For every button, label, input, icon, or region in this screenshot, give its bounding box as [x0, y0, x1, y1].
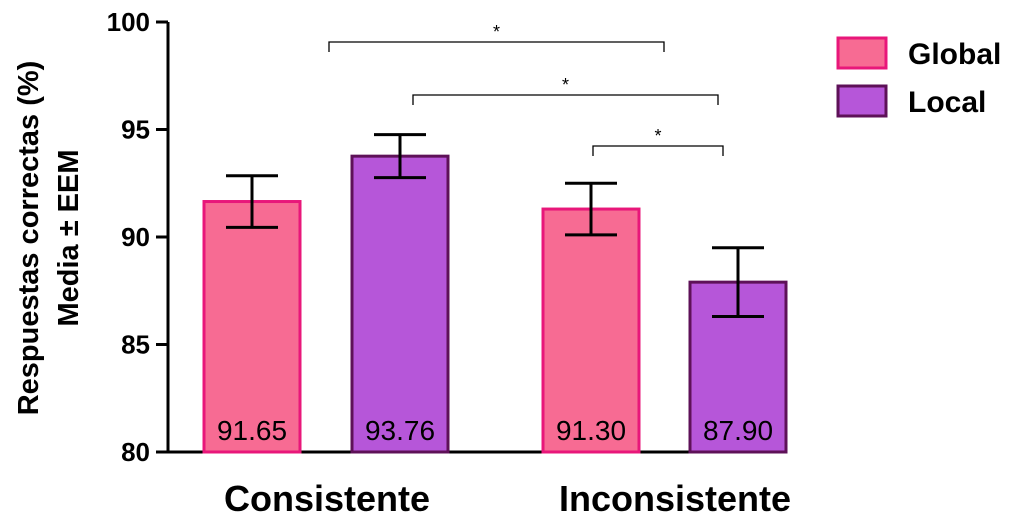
bar-local-inconsistente [688, 280, 788, 454]
bar-global-consistente [202, 200, 302, 454]
y-tick-label: 80 [121, 437, 150, 467]
y-axis-title-line1: Respuestas correctas (%) [13, 61, 45, 416]
significance-bracket [592, 145, 724, 156]
y-axis-title-line2: Media ± EEM [53, 149, 85, 326]
significance-bracket [328, 41, 665, 52]
y-tick-label: 95 [121, 115, 150, 145]
bar-value-label: 91.65 [217, 415, 287, 446]
x-category-label: Inconsistente [559, 478, 791, 519]
bar-value-label: 93.76 [365, 415, 435, 446]
bar-global-inconsistente [541, 207, 641, 454]
significance-marker: * [654, 126, 661, 146]
bar-value-label: 91.30 [556, 415, 626, 446]
legend-swatch-local [836, 84, 888, 118]
legend-swatch-global [836, 36, 888, 70]
significance-marker: * [493, 22, 500, 42]
x-category-label: Consistente [224, 478, 430, 519]
y-tick-label: 100 [107, 7, 150, 37]
y-tick-label: 85 [121, 330, 150, 360]
legend-label-global: Global [908, 38, 1001, 71]
significance-marker: * [562, 75, 569, 95]
legend-label-local: Local [908, 86, 986, 119]
bar-local-consistente [350, 154, 450, 454]
bar-value-label: 87.90 [703, 415, 773, 446]
y-tick-label: 90 [121, 222, 150, 252]
significance-bracket [412, 94, 719, 105]
